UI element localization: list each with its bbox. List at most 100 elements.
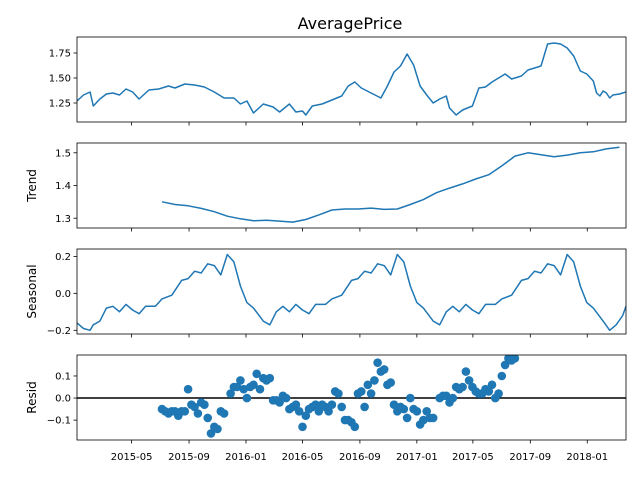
series-line-seasonal (77, 253, 626, 332)
resid-point (314, 407, 324, 416)
resid-point (242, 393, 252, 403)
resid-point (412, 407, 422, 416)
series-line-trend (161, 146, 620, 223)
panel-frame (76, 354, 627, 441)
y-tick-label: 1.25 (49, 99, 71, 110)
resid-point (360, 402, 369, 412)
x-tick-label: 2015-05 (111, 452, 153, 463)
resid-point (327, 400, 337, 410)
y-axis-label: Resid (25, 381, 39, 413)
x-tick-label: 2017-05 (452, 452, 494, 463)
resid-point (484, 387, 494, 396)
x-tick-label: 2016-09 (339, 452, 381, 463)
panel-frame (76, 142, 627, 229)
resid-point (497, 371, 507, 381)
resid-point (180, 407, 190, 416)
panel-seasonal: −0.2 0.0 0.2 Seasonal (25, 248, 627, 338)
y-axis-label: Seasonal (25, 264, 39, 318)
x-tick-label: 2017-01 (396, 452, 438, 463)
panel-frame (76, 248, 627, 335)
resid-point (203, 413, 212, 423)
y-tick-label: 1.4 (55, 181, 71, 192)
y-tick-label: −0.1 (47, 416, 71, 427)
resid-point (500, 360, 510, 370)
y-tick-label: 0.2 (55, 252, 71, 263)
resid-point (357, 387, 366, 396)
x-tick-label: 2016-01 (225, 452, 267, 463)
plot-area (161, 146, 620, 223)
resid-point (200, 400, 209, 410)
resid-point (252, 369, 261, 379)
resid-point (350, 422, 360, 432)
y-tick-label: 0.0 (55, 289, 71, 300)
resid-point (487, 380, 497, 390)
resid-point (275, 398, 284, 407)
y-tick-label: 1.3 (55, 214, 71, 225)
x-tick-label: 2017-09 (509, 452, 551, 463)
resid-point (291, 400, 301, 410)
resid-point (239, 384, 248, 394)
resid-point (236, 376, 245, 385)
resid-point (428, 413, 438, 423)
resid-point (464, 376, 474, 385)
resid-point (363, 380, 373, 390)
resid-point (494, 389, 503, 398)
x-tick-label: 2018-01 (566, 452, 608, 463)
y-tick-label: −0.2 (47, 326, 71, 337)
series-line-observed (77, 42, 626, 116)
resid-point (510, 355, 520, 363)
x-tick-label: 2015-09 (168, 452, 210, 463)
chart-title: AveragePrice (298, 14, 403, 33)
resid-point (193, 409, 203, 418)
resid-point (458, 382, 467, 392)
resid-point (324, 407, 333, 416)
resid-point (219, 409, 229, 418)
resid-point (402, 413, 412, 423)
resid-point (206, 429, 216, 438)
resid-point (422, 407, 432, 416)
y-tick-label: 0.1 (55, 372, 71, 383)
plot-area (77, 253, 626, 332)
resid-point (226, 389, 235, 398)
resid-point (298, 422, 307, 432)
resid-point (406, 393, 415, 403)
plot-area (77, 42, 626, 116)
resid-point (370, 376, 379, 385)
resid-point (419, 415, 428, 425)
panel-resid: −0.1 0.0 0.1 Resid 2015-05 2015-09 2016-01 2016… (25, 354, 627, 463)
panel-frame (76, 36, 627, 123)
resid-point (399, 404, 409, 414)
resid-point (448, 393, 458, 403)
resid-point (249, 380, 258, 390)
resid-point (190, 402, 199, 412)
resid-point (281, 393, 291, 403)
resid-point (301, 411, 311, 421)
panel-trend: 1.3 1.4 1.5 Trend (25, 142, 627, 232)
resid-point (461, 367, 471, 376)
resid-point (389, 400, 399, 410)
resid-point (213, 424, 222, 434)
resid-point (255, 384, 265, 394)
plot-area (77, 355, 626, 438)
panel-observed: 1.25 1.50 1.75 (49, 36, 627, 126)
resid-point (337, 402, 347, 412)
resid-point (265, 373, 275, 383)
x-tick-label: 2016-05 (282, 452, 324, 463)
y-tick-label: 1.5 (55, 148, 71, 159)
panels-group: 1.25 1.50 1.75 1.3 1.4 1.5 Trend −0.2 0.0 0.2 Seas… (25, 36, 627, 463)
resid-point (373, 358, 382, 368)
y-tick-label: 0.0 (55, 394, 71, 405)
y-tick-label: 1.75 (49, 49, 71, 60)
resid-point (379, 365, 389, 374)
y-tick-label: 1.50 (49, 74, 71, 85)
resid-point (442, 391, 451, 401)
resid-point (366, 389, 376, 398)
resid-point (294, 407, 304, 416)
y-axis-label: Trend (25, 169, 39, 203)
resid-point (334, 389, 343, 398)
resid-point (386, 378, 396, 387)
resid-point (232, 382, 242, 392)
resid-point (311, 400, 320, 410)
resid-point (183, 384, 193, 394)
